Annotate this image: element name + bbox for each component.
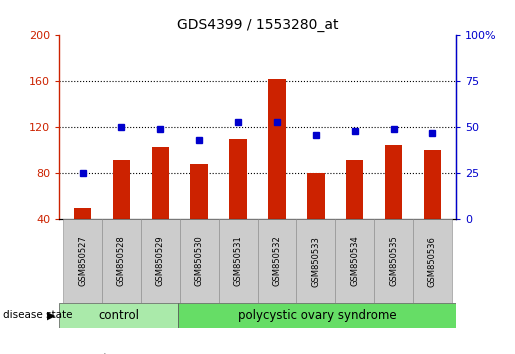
Text: GSM850536: GSM850536 <box>428 236 437 286</box>
Text: GSM850528: GSM850528 <box>117 236 126 286</box>
Bar <box>374 219 413 303</box>
Title: GDS4399 / 1553280_at: GDS4399 / 1553280_at <box>177 18 338 32</box>
Bar <box>74 208 91 219</box>
Bar <box>307 173 324 219</box>
Bar <box>296 219 335 303</box>
Text: GSM850535: GSM850535 <box>389 236 398 286</box>
Bar <box>141 219 180 303</box>
Bar <box>335 219 374 303</box>
Text: count: count <box>79 353 108 354</box>
Text: ▶: ▶ <box>47 310 56 320</box>
Text: GSM850527: GSM850527 <box>78 236 87 286</box>
Text: GSM850534: GSM850534 <box>350 236 359 286</box>
Bar <box>258 219 296 303</box>
Bar <box>424 150 441 219</box>
Bar <box>413 219 452 303</box>
Text: ■: ■ <box>62 353 72 354</box>
Text: GSM850530: GSM850530 <box>195 236 204 286</box>
Bar <box>113 160 130 219</box>
Bar <box>151 147 169 219</box>
Bar <box>219 219 258 303</box>
Bar <box>59 303 178 328</box>
Text: GSM850533: GSM850533 <box>311 236 320 286</box>
Bar <box>229 139 247 219</box>
Bar <box>102 219 141 303</box>
Text: control: control <box>98 309 139 322</box>
Bar <box>63 219 102 303</box>
Bar <box>346 160 364 219</box>
Text: GSM850529: GSM850529 <box>156 236 165 286</box>
Text: GSM850532: GSM850532 <box>272 236 281 286</box>
Bar <box>268 79 286 219</box>
Text: GSM850531: GSM850531 <box>234 236 243 286</box>
Bar <box>191 164 208 219</box>
Bar <box>178 303 456 328</box>
Bar <box>180 219 219 303</box>
Text: polycystic ovary syndrome: polycystic ovary syndrome <box>237 309 397 322</box>
Bar <box>385 145 402 219</box>
Text: disease state: disease state <box>3 310 72 320</box>
